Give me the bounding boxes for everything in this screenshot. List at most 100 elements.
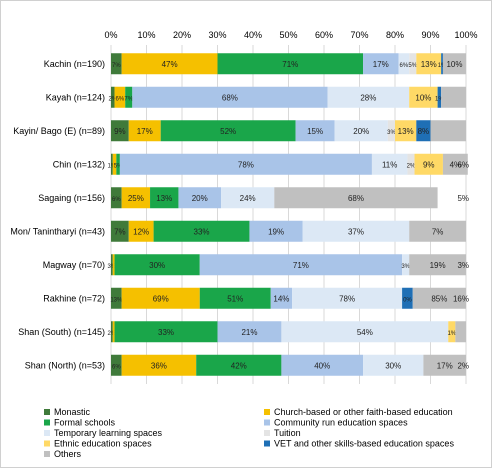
bar-segment [363,354,424,376]
bar-segment [111,321,113,343]
data-label: 25% [128,194,144,203]
bar-segment [217,53,364,75]
bar-segment [327,86,410,108]
bar-segment [295,120,335,142]
bar-segment [402,254,410,276]
legend-swatch [264,430,270,436]
data-label: 3% [387,130,396,136]
legend-swatch [44,409,50,415]
category-label: Kayin/ Bago (E) (n=89) [13,126,105,136]
data-label: 6% [400,63,409,69]
data-label: 15% [307,127,323,136]
data-label: 16% [453,294,469,303]
legend-label: Monastic [54,407,91,417]
legend-label: Temporary learning spaces [54,428,163,438]
data-label: 37% [348,227,364,236]
data-label: 6% [112,364,121,370]
bar-segment [112,153,117,175]
bar-segment [217,321,282,343]
bar-segment [111,254,113,276]
data-label: 78% [238,160,254,169]
legend-label: Church-based or other faith-based educat… [274,407,453,417]
category-label: Magway (n=70) [43,260,105,270]
data-label: 10% [446,60,462,69]
category-label: Shan (South) (n=145) [18,327,105,337]
bar-segment [111,53,122,75]
data-label: 17% [373,60,389,69]
category-label: Rakhine (n=72) [43,293,105,303]
bar-segment [437,86,442,108]
data-label: 7% [432,227,444,236]
bar-segment [112,321,115,343]
legend-swatch [264,409,270,415]
category-label: Chin (n=132) [53,159,105,169]
bar-segment [302,220,410,242]
x-tick-label: 70% [350,30,368,40]
data-label: 21% [241,328,257,337]
data-label: 40% [314,361,330,370]
bar-segment [387,120,395,142]
legend-label: Tuition [274,428,301,438]
bar-segment [412,287,466,309]
bar-segment [121,187,151,209]
data-label: 30% [149,261,165,270]
data-label: 1% [438,63,447,69]
data-label: 2% [108,331,117,337]
data-label: 7% [114,227,126,236]
bar-segment [111,287,122,309]
category-label: Shan (North) (n=53) [25,360,105,370]
bar-segment [221,187,275,209]
data-label: 13% [110,297,123,303]
data-label: 9% [423,160,435,169]
data-label: 11% [382,160,397,169]
bar-segment [402,287,413,309]
data-label: 78% [339,294,355,303]
data-label: 13% [398,127,414,136]
x-tick-label: 40% [244,30,262,40]
legend-swatch [264,419,270,426]
bar-segment [281,321,449,343]
legend-label: Ethnic education spaces [54,439,152,449]
bar-segment [128,120,161,142]
bar-segment [111,120,129,142]
data-label: 20% [192,194,208,203]
x-tick-label: 0% [104,30,117,40]
data-label: 7% [112,63,121,69]
data-label: 3% [108,264,117,270]
legend-label: Formal schools [54,418,116,428]
data-label: 30% [385,361,401,370]
data-label: 5% [457,194,469,203]
bar-segment [270,287,293,309]
data-label: 20% [353,127,369,136]
data-label: 19% [268,227,284,236]
bar-segment [121,354,197,376]
data-label: 69% [153,294,169,303]
bar-segment [114,86,126,108]
data-label: 54% [357,328,373,337]
bar-segment [441,86,466,108]
data-label: 1% [108,163,117,169]
bar-segment [119,153,372,175]
x-tick-label: 20% [173,30,191,40]
legend-swatch [44,451,50,457]
bar-segment [409,254,466,276]
data-label: 1% [435,96,444,102]
data-label: 71% [293,261,309,270]
data-label: 8% [418,127,430,136]
bar-segment [371,153,408,175]
bar-segment [430,120,466,142]
data-label: 14% [273,294,289,303]
bar-segment [199,287,271,309]
legend-label: Others [54,449,82,459]
bar-segment [398,53,410,75]
x-tick-label: 50% [279,30,297,40]
data-label: 71% [282,60,298,69]
data-label: 9% [114,127,126,136]
data-label: 2% [108,96,117,102]
data-label: 68% [348,194,364,203]
data-label: 52% [220,127,236,136]
bar-segment [111,354,122,376]
bar-segment [150,187,179,209]
data-label: 68% [222,93,238,102]
